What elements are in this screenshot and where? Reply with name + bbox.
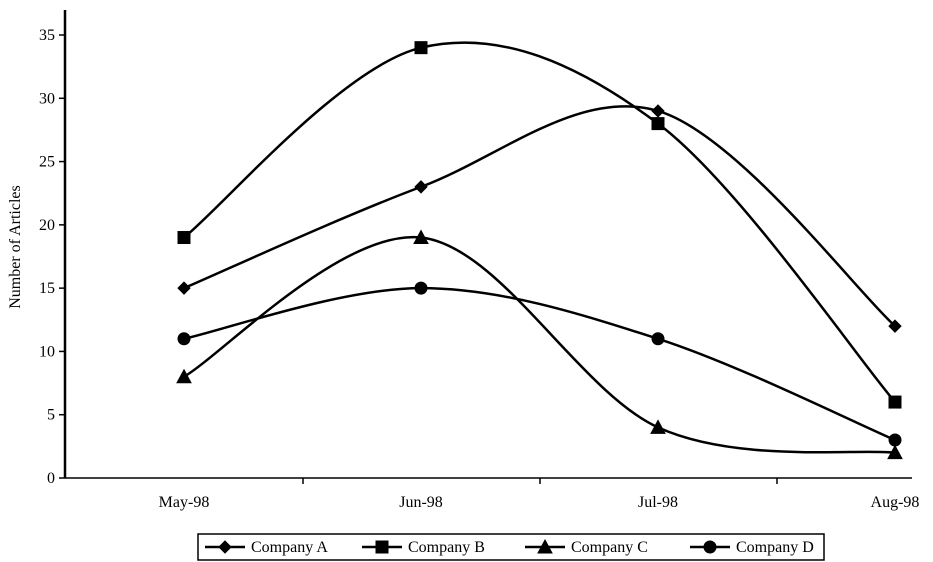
x-axis-ticks: May-98 Jun-98 Jul-98 Aug-98 [159, 478, 920, 511]
series-line-company-a [183, 105, 896, 328]
data-point-company-c [176, 368, 192, 384]
series-line-company-b [183, 41, 896, 403]
x-tick-label: Aug-98 [871, 494, 920, 511]
legend-marker-company-c [537, 538, 553, 554]
data-point-company-c [413, 229, 429, 245]
series-company-a [177, 104, 902, 333]
y-tick-label: 15 [39, 280, 55, 297]
legend-item-company-b: Company B [362, 539, 485, 556]
legend-label: Company D [736, 539, 814, 556]
data-point-company-b [888, 395, 902, 409]
data-point-company-b [651, 117, 665, 131]
y-tick-label: 35 [39, 27, 55, 44]
series-company-c [176, 229, 903, 460]
legend-marker-company-d [703, 540, 717, 554]
data-point-company-a [177, 281, 191, 295]
legend-marker-company-a [218, 540, 232, 554]
legend-item-company-d: Company D [690, 539, 814, 556]
y-tick-label: 20 [39, 217, 55, 234]
data-point-company-a [888, 319, 902, 333]
data-point-company-a [414, 180, 428, 194]
data-point-company-a [651, 104, 665, 118]
y-tick-label: 25 [39, 154, 55, 171]
data-point-company-c [887, 444, 903, 460]
y-tick-label: 30 [39, 90, 55, 107]
legend-item-company-a: Company A [205, 539, 328, 556]
data-point-company-d [888, 433, 902, 447]
y-tick-label: 10 [39, 343, 55, 360]
data-point-company-b [414, 41, 428, 55]
data-point-company-c [650, 419, 666, 434]
data-point-company-d [177, 332, 191, 346]
data-point-company-d [414, 281, 428, 295]
y-axis-ticks: 0 5 10 15 20 25 30 35 [39, 27, 65, 487]
legend-label: Company A [251, 539, 328, 556]
legend-item-company-c: Company C [525, 538, 648, 556]
series-line-company-c [183, 236, 896, 454]
x-tick-label: Jul-98 [638, 494, 678, 511]
y-axis-title: Number of Articles [7, 185, 24, 309]
y-tick-label: 5 [47, 407, 55, 424]
legend-marker-company-b [375, 540, 389, 554]
axes [63, 10, 912, 479]
legend: Company A Company B Company C Company D [197, 533, 825, 561]
legend-label: Company B [408, 539, 485, 556]
data-point-company-b [177, 231, 191, 245]
y-tick-label: 0 [47, 470, 55, 487]
x-tick-label: May-98 [159, 494, 210, 511]
series-company-d [177, 281, 902, 447]
legend-label: Company C [571, 539, 648, 556]
series-line-company-d [183, 286, 896, 442]
series-company-b [177, 41, 902, 409]
data-point-company-d [651, 332, 665, 346]
series-group [176, 41, 903, 460]
x-tick-label: Jun-98 [399, 494, 443, 511]
